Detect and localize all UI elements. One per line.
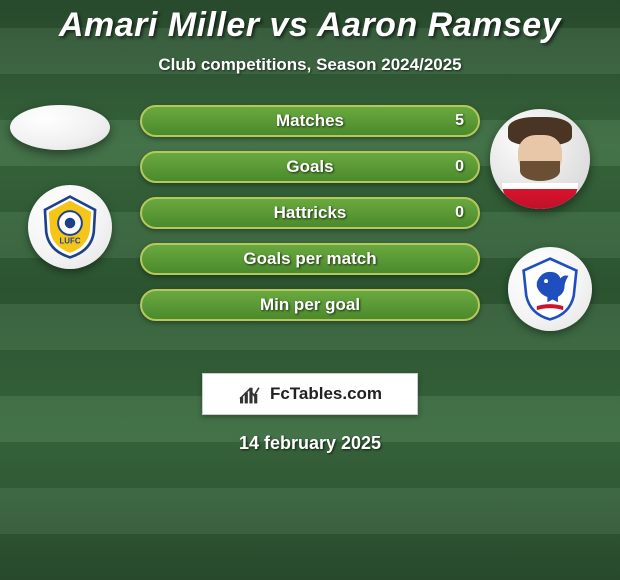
brand-label: FcTables.com: [270, 384, 382, 404]
stat-bar-hattricks: Hattricks 0: [140, 197, 480, 229]
stat-right-value: 5: [455, 107, 464, 135]
player-right-face: [490, 109, 590, 209]
stat-label: Matches: [142, 107, 478, 135]
stat-label: Hattricks: [142, 199, 478, 227]
stat-label: Goals: [142, 153, 478, 181]
stat-bars: Matches 5 Goals 0 Hattricks 0 Goals per …: [140, 105, 480, 335]
club-crest-right: [508, 247, 592, 331]
page-subtitle: Club competitions, Season 2024/2025: [0, 55, 620, 75]
stat-label: Min per goal: [142, 291, 478, 319]
stat-bar-min-per-goal: Min per goal: [140, 289, 480, 321]
stat-bar-goals: Goals 0: [140, 151, 480, 183]
brand-link[interactable]: FcTables.com: [202, 373, 418, 415]
date-label: 14 february 2025: [0, 433, 620, 454]
stat-right-value: 0: [455, 199, 464, 227]
stat-bar-goals-per-match: Goals per match: [140, 243, 480, 275]
svg-text:LUFC: LUFC: [59, 237, 80, 246]
player-right-photo: [490, 109, 590, 209]
stat-label: Goals per match: [142, 245, 478, 273]
page-title: Amari Miller vs Aaron Ramsey: [0, 6, 620, 45]
bar-chart-icon: [238, 383, 264, 405]
comparison-stage: LUFC Matches: [0, 105, 620, 345]
stat-bar-matches: Matches 5: [140, 105, 480, 137]
player-left-photo: [10, 105, 110, 150]
leeds-crest-icon: LUFC: [37, 194, 103, 260]
club-crest-left: LUFC: [28, 185, 112, 269]
stat-right-value: 0: [455, 153, 464, 181]
cardiff-crest-icon: [517, 256, 583, 322]
content-root: Amari Miller vs Aaron Ramsey Club compet…: [0, 0, 620, 580]
